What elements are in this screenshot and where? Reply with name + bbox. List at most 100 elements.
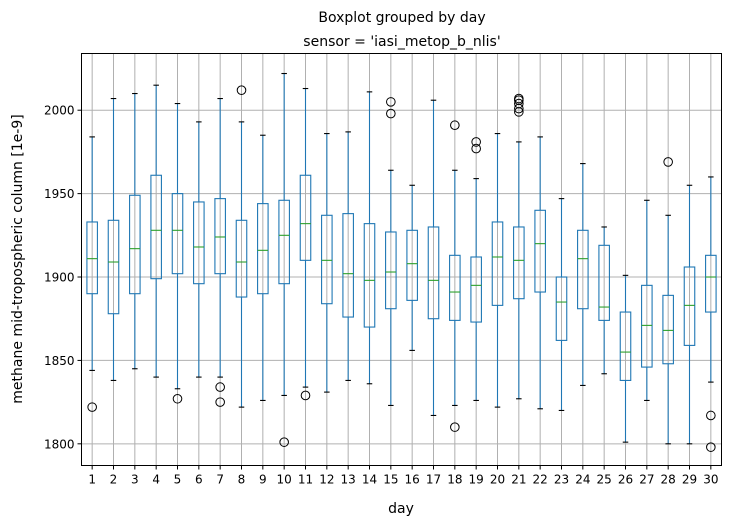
boxes (86, 72, 717, 452)
outlier-point (706, 410, 716, 421)
box-day-6 (193, 121, 205, 378)
box-day-8 (235, 85, 248, 408)
x-tick-label: 17 (426, 473, 441, 487)
box-iqr (150, 174, 162, 280)
outlier-point (450, 120, 460, 131)
box-iqr (214, 198, 226, 275)
x-tick-label: 1 (88, 473, 96, 487)
box-day-13 (342, 131, 354, 381)
outlier-point (471, 137, 481, 147)
x-tick-label: 8 (238, 473, 246, 487)
box-iqr (193, 201, 205, 285)
y-tick-label: 1800 (44, 437, 75, 451)
x-tick-label: 5 (174, 473, 182, 487)
box-iqr (683, 266, 696, 346)
box-day-22 (534, 136, 546, 410)
x-tick-label: 28 (661, 473, 676, 487)
x-tick-label: 10 (277, 473, 292, 487)
x-tick-label: 16 (405, 473, 420, 487)
x-tick-label: 21 (511, 473, 526, 487)
outlier-point (215, 397, 225, 407)
box-iqr (577, 229, 589, 310)
x-tick-label: 3 (131, 473, 139, 487)
y-tick-label: 1950 (44, 187, 75, 201)
box-day-4 (150, 84, 162, 378)
box-day-2 (107, 97, 120, 381)
box-iqr (406, 229, 418, 301)
x-tick-label: 12 (319, 473, 334, 487)
outlier-point (87, 402, 97, 412)
x-tick-label: 2 (110, 473, 118, 487)
box-iqr (534, 209, 546, 293)
outlier-point (706, 442, 716, 452)
x-tick-label: 20 (490, 473, 505, 487)
box-day-30 (705, 176, 717, 452)
box-day-14 (363, 91, 376, 385)
box-day-19 (470, 137, 482, 401)
box-day-11 (299, 87, 312, 401)
box-iqr (641, 284, 653, 368)
box-iqr (385, 231, 397, 310)
x-tick-label: 29 (682, 473, 697, 487)
box-iqr (427, 226, 440, 320)
outlier-point (471, 143, 481, 154)
outlier-point (514, 107, 524, 117)
box-day-27 (641, 199, 653, 401)
x-tick-label: 18 (447, 473, 462, 487)
box-iqr (257, 203, 269, 295)
chart-subtitle: sensor = 'iasi_metop_b_nlis' (303, 34, 500, 50)
outlier-point (663, 157, 673, 167)
box-iqr (107, 219, 120, 315)
x-tick-label: 24 (575, 473, 590, 487)
box-iqr (598, 244, 610, 321)
box-day-29 (683, 184, 696, 445)
box-day-1 (86, 136, 98, 412)
box-iqr (321, 214, 333, 305)
box-iqr (491, 221, 504, 306)
x-tick-label: 13 (341, 473, 356, 487)
x-tick-label: 15 (383, 473, 398, 487)
box-day-20 (491, 133, 504, 408)
box-iqr (705, 254, 717, 313)
box-iqr (363, 223, 376, 328)
box-day-26 (619, 274, 632, 443)
outlier-point (450, 422, 460, 432)
y-tick-label: 1850 (44, 354, 75, 368)
x-tick-label: 22 (533, 473, 548, 487)
box-iqr (470, 256, 482, 323)
x-tick-label: 23 (554, 473, 569, 487)
x-tick-label: 25 (597, 473, 612, 487)
x-tick-label: 4 (152, 473, 160, 487)
box-day-15 (385, 97, 397, 407)
outlier-point (236, 85, 247, 95)
plot-frame (81, 53, 722, 466)
box-iqr (449, 254, 461, 321)
box-iqr (513, 226, 525, 300)
x-axis-label: day (388, 501, 414, 517)
box-day-21 (513, 93, 525, 400)
box-day-16 (406, 184, 418, 351)
box-day-28 (662, 157, 674, 445)
box-day-25 (598, 226, 610, 375)
outlier-point (514, 103, 524, 114)
box-day-24 (577, 163, 589, 386)
x-tick-label: 6 (195, 473, 203, 487)
box-iqr (555, 276, 568, 341)
outlier-point (386, 97, 396, 107)
x-tick-label: 14 (362, 473, 377, 487)
x-tick-label: 27 (639, 473, 654, 487)
box-day-17 (427, 99, 440, 417)
box-day-10 (278, 72, 290, 447)
outlier-point (279, 437, 289, 447)
box-day-5 (171, 102, 184, 404)
outlier-point (215, 382, 225, 392)
x-tick-label: 26 (618, 473, 633, 487)
outlier-point (300, 390, 311, 401)
box-day-3 (129, 92, 141, 370)
y-axis-label: methane mid-tropospheric column [1e-9] (10, 114, 26, 403)
y-tick-label: 1900 (44, 271, 75, 285)
box-iqr (662, 294, 674, 365)
box-day-23 (555, 198, 568, 412)
